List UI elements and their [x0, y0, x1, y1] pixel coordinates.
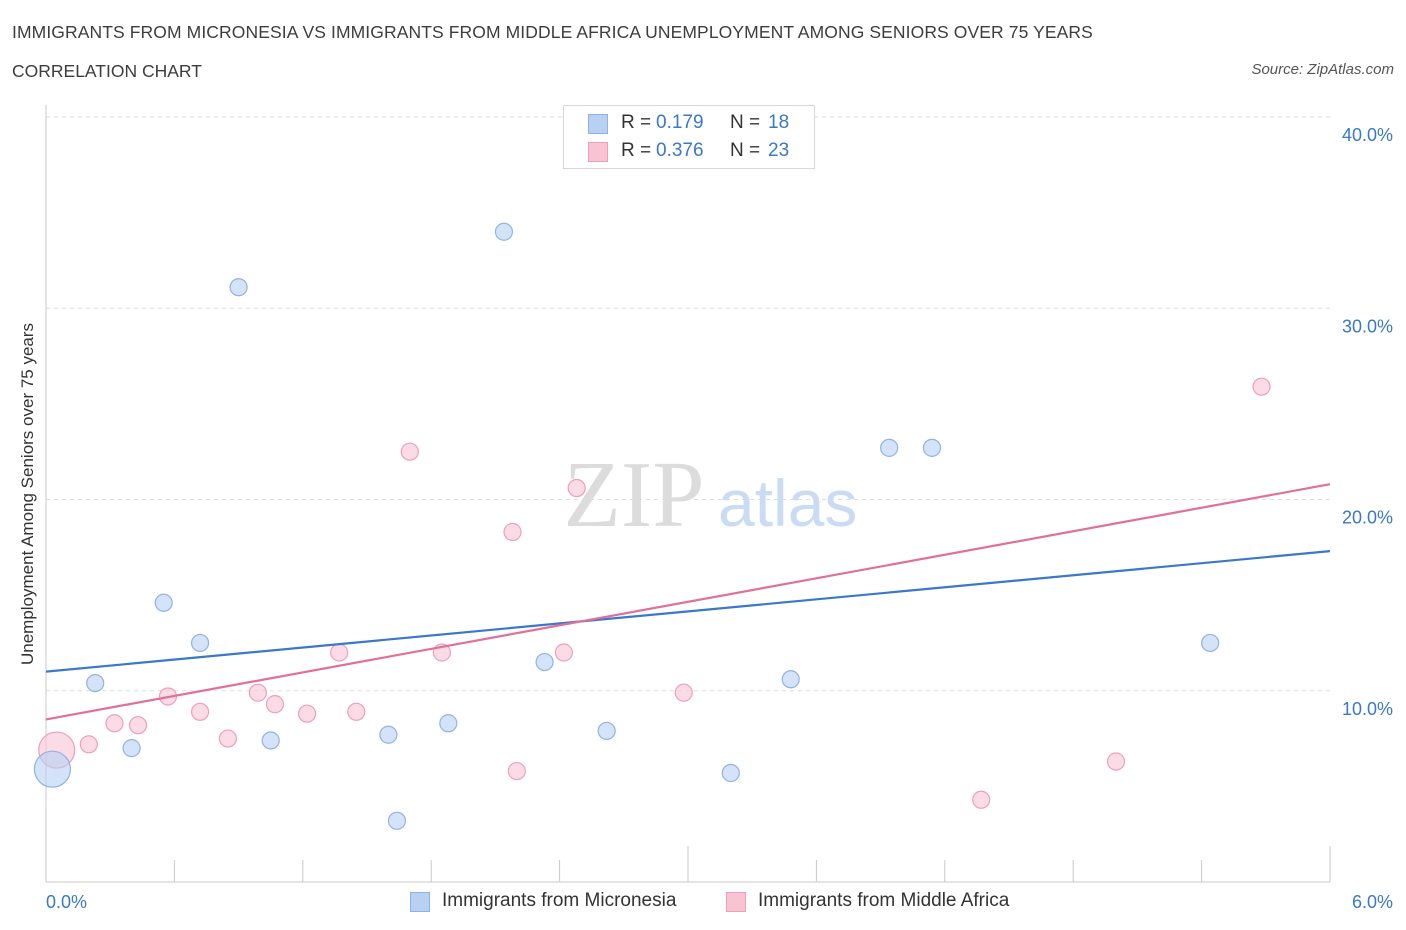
data-point-middle-africa	[400, 442, 419, 461]
correlation-legend: R = 0.179 N = 18 R = 0.376 N = 23	[563, 105, 815, 169]
data-point-middle-africa	[503, 522, 522, 542]
data-point-middle-africa	[79, 735, 98, 754]
data-point-middle-africa	[347, 702, 366, 721]
data-point-middle-africa	[248, 683, 267, 702]
data-point-micronesia	[261, 731, 280, 750]
data-point-middle-africa	[105, 714, 124, 733]
data-point-middle-africa	[190, 702, 210, 721]
data-point-middle-africa	[297, 704, 317, 723]
chart-title: IMMIGRANTS FROM MICRONESIA VS IMMIGRANTS…	[12, 22, 1093, 42]
legend-r-value-micronesia: 0.179	[656, 112, 704, 133]
y-tick-label: 40.0%	[1342, 125, 1393, 145]
data-point-micronesia	[33, 750, 72, 788]
source-label: Source: ZipAtlas.com	[1251, 61, 1394, 78]
trend-line-middle-africa	[45, 483, 1331, 721]
watermark-zip: ZIP	[564, 443, 705, 547]
data-point-micronesia	[439, 714, 458, 733]
legend-swatch-micronesia	[410, 892, 430, 912]
x-tick-label: 6.0%	[1352, 892, 1393, 912]
y-tick-label: 10.0%	[1342, 699, 1393, 719]
data-point-micronesia	[86, 673, 105, 693]
legend-n-label: N =	[730, 140, 761, 161]
data-point-micronesia	[154, 593, 173, 612]
data-point-micronesia	[721, 763, 740, 783]
legend-label-micronesia: Immigrants from Micronesia	[442, 890, 677, 911]
data-point-micronesia	[880, 438, 899, 457]
data-point-middle-africa	[567, 478, 586, 498]
data-point-middle-africa	[128, 716, 148, 735]
data-point-micronesia	[190, 633, 210, 653]
data-point-micronesia	[922, 438, 942, 457]
data-point-micronesia	[494, 222, 514, 241]
legend-n-value-micronesia: 18	[768, 112, 790, 133]
data-point-micronesia	[1201, 633, 1220, 653]
tick-labels: 10.0% 20.0% 30.0% 40.0% 0.0% 6.0%	[46, 125, 1393, 912]
watermark: ZIP atlas	[564, 443, 858, 547]
data-point-micronesia	[379, 725, 398, 744]
data-point-micronesia	[122, 739, 141, 758]
grid-lines	[46, 116, 1330, 692]
legend-r-value-middle-africa: 0.376	[656, 140, 704, 161]
legend-swatch-middle-africa	[726, 892, 746, 912]
watermark-atlas: atlas	[718, 466, 857, 540]
data-point-middle-africa	[330, 643, 349, 662]
data-point-middle-africa	[554, 643, 573, 662]
axes	[45, 105, 1331, 883]
legend-r-label: R =	[621, 112, 652, 133]
y-tick-label: 20.0%	[1342, 508, 1393, 528]
legend-swatch-micronesia	[588, 114, 608, 134]
data-point-middle-africa	[1106, 752, 1126, 771]
legend-n-value-middle-africa: 23	[768, 140, 790, 161]
data-point-middle-africa	[1252, 377, 1271, 396]
legend-swatch-middle-africa	[588, 142, 608, 162]
legend-r-label: R =	[621, 140, 652, 161]
series-micronesia-points	[33, 222, 1220, 830]
data-point-middle-africa	[972, 790, 991, 809]
chart-subtitle: CORRELATION CHART	[12, 61, 202, 81]
x-tick-label: 0.0%	[46, 892, 87, 912]
data-point-micronesia	[229, 278, 248, 297]
data-point-middle-africa	[265, 695, 285, 714]
data-point-middle-africa	[507, 761, 526, 781]
y-axis-label: Unemployment Among Seniors over 75 years	[18, 322, 37, 666]
trend-line-micronesia	[45, 550, 1331, 673]
data-point-micronesia	[387, 811, 407, 830]
legend-label-middle-africa: Immigrants from Middle Africa	[758, 890, 1010, 911]
data-point-middle-africa	[218, 729, 237, 748]
data-point-middle-africa	[674, 683, 693, 702]
legend-n-label: N =	[730, 112, 761, 133]
data-point-micronesia	[597, 721, 616, 741]
trend-lines	[45, 483, 1331, 721]
y-tick-label: 30.0%	[1342, 316, 1393, 336]
data-point-micronesia	[781, 670, 800, 689]
data-point-micronesia	[535, 652, 554, 672]
